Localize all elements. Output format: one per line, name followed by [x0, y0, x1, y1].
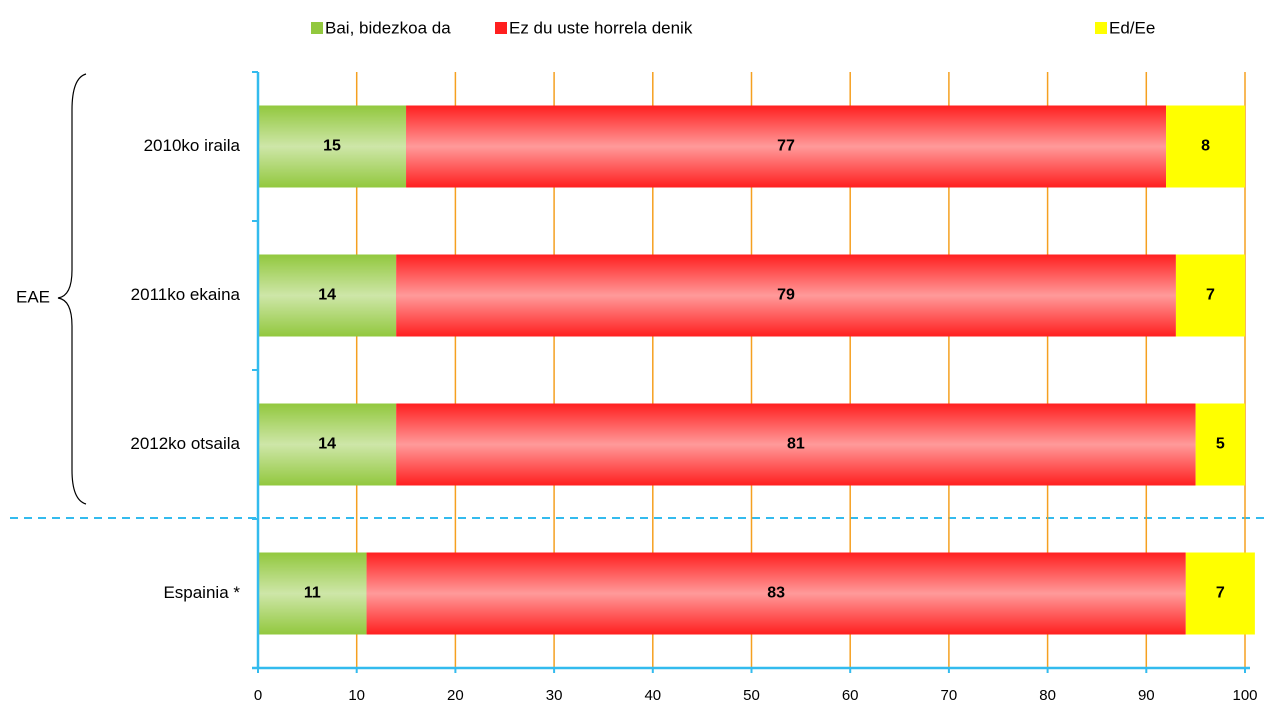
bar-sheen — [406, 105, 1167, 188]
data-label: 79 — [777, 287, 795, 304]
bar-sheen — [258, 552, 367, 635]
bar-segment — [1185, 552, 1255, 635]
bar-sheen — [396, 254, 1176, 337]
x-tick-label: 0 — [254, 687, 262, 704]
data-label: 77 — [777, 138, 795, 155]
group-label: EAE — [16, 287, 50, 306]
x-tick-label: 60 — [842, 687, 859, 704]
bar-sheen — [396, 403, 1196, 486]
data-label: 5 — [1216, 436, 1225, 453]
bar-segment — [1175, 254, 1245, 337]
data-label: 14 — [318, 287, 336, 304]
legend-label: Ed/Ee — [1109, 18, 1155, 37]
x-tick-label: 30 — [546, 687, 563, 704]
x-tick-label: 20 — [447, 687, 464, 704]
y-tick-label: 2012ko otsaila — [130, 434, 240, 453]
bar-sheen — [258, 403, 397, 486]
data-label: 11 — [304, 585, 321, 602]
legend-swatch — [311, 22, 323, 34]
x-tick-label: 100 — [1232, 687, 1257, 704]
data-label: 7 — [1206, 287, 1215, 304]
data-label: 8 — [1201, 138, 1210, 155]
x-tick-label: 80 — [1039, 687, 1056, 704]
legend-label: Bai, bidezkoa da — [325, 18, 451, 37]
x-tick-label: 40 — [644, 687, 661, 704]
legend-swatch — [1095, 22, 1107, 34]
x-tick-label: 50 — [743, 687, 760, 704]
data-label: 81 — [787, 436, 805, 453]
y-tick-label: 2010ko iraila — [144, 136, 241, 155]
data-label: 15 — [323, 138, 341, 155]
bar-sheen — [258, 105, 407, 188]
legend-label: Ez du uste horrela denik — [509, 18, 693, 37]
x-tick-label: 70 — [941, 687, 958, 704]
bar-sheen — [258, 254, 397, 337]
y-tick-label: Espainia * — [163, 583, 240, 602]
legend-swatch — [495, 22, 507, 34]
y-tick-label: 2011ko ekaina — [131, 285, 241, 304]
data-label: 7 — [1216, 585, 1225, 602]
data-label: 83 — [767, 585, 785, 602]
bar-sheen — [366, 552, 1186, 635]
bar-segment — [1195, 403, 1245, 486]
x-tick-label: 10 — [348, 687, 365, 704]
group-brace — [57, 73, 87, 505]
bar-segment — [1166, 105, 1245, 188]
data-label: 14 — [318, 436, 336, 453]
x-tick-label: 90 — [1138, 687, 1155, 704]
